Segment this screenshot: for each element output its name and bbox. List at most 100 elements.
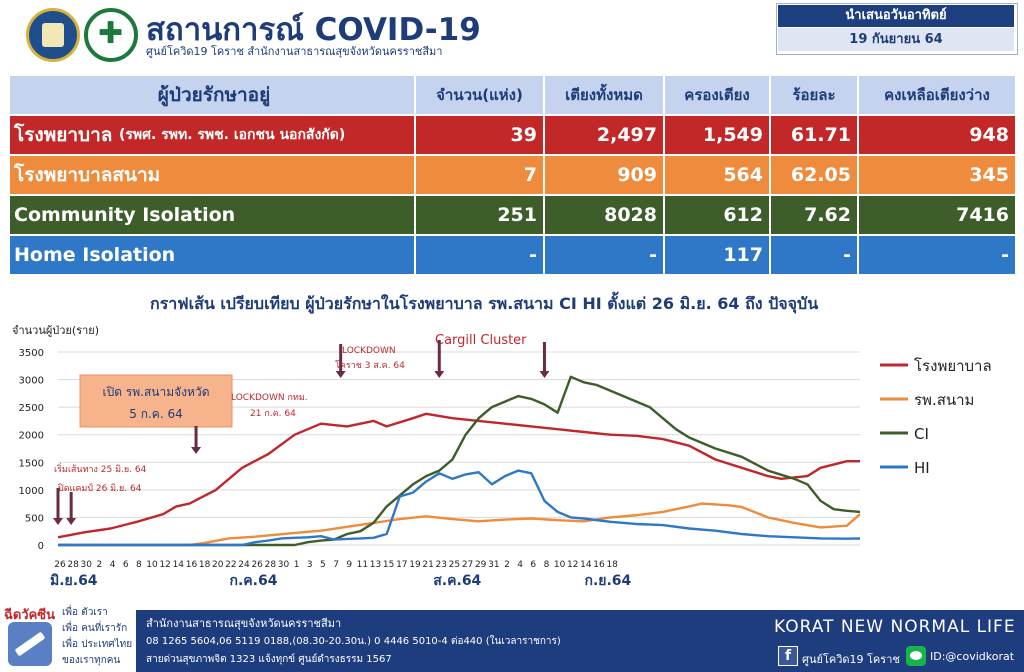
legend-label: โรงพยาบาล [914,357,992,375]
row-remaining: 345 [859,156,1017,194]
event-arrow [191,426,202,454]
month-label: ส.ค.64 [433,573,481,589]
x-tick-label: 16 [186,560,198,570]
table-header-row: ผู้ป่วยรักษาอยู่ จำนวน(แห่ง) เตียงทั้งหม… [10,76,1017,114]
legend-label: รพ.สนาม [914,391,974,409]
facebook-page-link[interactable]: ศูนย์โควิด19 โคราช [802,653,900,666]
x-tick-label: 15 [383,560,394,570]
column-header-occupied: ครองเตียง [665,76,771,114]
chart-annotations: เปิด รพ.สนามจังหวัด 5 ก.ค. 64 LOCKDOWN กทม… [53,333,550,525]
annotation-label: LOCKDOWN [342,346,396,356]
y-tick-label: 2000 [19,431,44,442]
row-name: Community Isolation [10,196,416,234]
x-tick-label: 27 [462,560,473,570]
event-arrow [335,344,346,378]
event-arrow-head [191,447,202,454]
row-occupied: 564 [665,156,771,194]
slogan: KORAT NEW NORMAL LIFE [774,617,1016,637]
report-date: 19 กันยายน 64 [778,28,1014,51]
row-count: 7 [416,156,545,194]
chart-title: กราฟเส้น เปรียบเทียบ ผู้ป่วยรักษาในโรงพย… [150,294,819,313]
row-name-text: โรงพยาบาล [14,124,113,146]
y-tick-label: 2500 [19,403,44,414]
x-tick-label: 23 [436,560,447,570]
event-arrow-head [53,518,63,525]
page-title: สถานการณ์ COVID-19 [146,12,481,48]
page-subtitle: ศูนย์โควิด19 โคราช สำนักงานสาธารณสุขจังห… [146,45,443,58]
series-line-0 [57,412,860,539]
row-beds: 909 [545,156,665,194]
x-tick-label: 13 [370,560,381,570]
x-tick-label: 17 [396,560,407,570]
annotation-label: ปิดแคมป์ 26 มิ.ย. 64 [58,482,142,494]
x-tick-label: 8 [136,560,142,570]
row-name: โรงพยาบาล (รพศ. รพท. รพช. เอกชน นอกสังกั… [10,116,416,154]
y-tick-label: 3000 [19,376,44,387]
table-row: Home Isolation - - 117 - - [10,236,1017,274]
x-tick-label: 14 [173,560,185,570]
event-arrow-head [66,518,77,525]
x-tick-label: 22 [225,560,236,570]
row-percent: - [771,236,859,274]
row-beds: - [545,236,665,274]
row-remaining: - [859,236,1017,274]
footer-bar [0,610,1024,672]
line-id-link[interactable]: ID:@covidkorat [930,650,1015,663]
column-header-percent: ร้อยละ [771,76,859,114]
x-tick-label: 18 [199,560,211,570]
x-tick-label: 9 [346,560,352,570]
vaccine-line: เพื่อ คนที่เรารัก [62,623,128,634]
annotation-label: เปิด รพ.สนามจังหวัด [102,385,209,399]
row-percent: 62.05 [771,156,859,194]
x-tick-label: 2 [97,560,103,570]
x-tick-label: 6 [530,560,536,570]
x-tick-label: 5 [320,560,326,570]
x-tick-label: 28 [265,560,277,570]
series-line-3 [58,469,861,547]
x-axis-ticks: 26 28 30 2 4 6 8 10 12 14 16 18 20 22 24 26 28 30 1 3 5 7 9 11 1… [54,560,618,570]
y-axis-ticks: 0 500 1000 1500 2000 2500 3000 3500 [19,348,44,552]
x-tick-label: 19 [409,560,421,570]
column-header-remaining: คงเหลือเตียงว่าง [859,76,1017,114]
line-app-icon[interactable] [906,646,926,666]
syringe-icon [8,622,52,666]
y-tick-label: 1000 [19,486,44,497]
provincial-seal-logo [26,8,80,62]
vaccine-line: เพื่อ ตัวเรา [62,607,108,618]
x-tick-label: 2 [504,560,510,570]
legend-label: CI [914,425,929,443]
legend-label: HI [914,459,930,477]
x-tick-label: 6 [123,560,129,570]
row-remaining: 948 [859,116,1017,154]
x-tick-label: 18 [606,560,618,570]
x-tick-label: 3 [307,560,313,570]
event-arrow-head [434,371,445,378]
vaccine-line: ของเราทุกคน [62,655,121,666]
annotation-label: เริ่มเส้นทาง 25 มิ.ย. 64 [54,462,147,475]
x-tick-label: 30 [81,560,93,570]
x-tick-label: 10 [146,560,158,570]
x-tick-label: 12 [159,560,170,570]
x-tick-label: 25 [449,560,460,570]
month-label: ก.ย.64 [584,573,631,589]
row-name: Home Isolation [10,236,416,274]
series-line-2 [58,375,861,547]
x-tick-label: 14 [580,560,592,570]
x-tick-label: 29 [475,560,487,570]
y-tick-label: 1500 [19,458,44,469]
x-tick-label: 24 [238,560,250,570]
facebook-icon[interactable]: f [778,646,798,666]
y-axis-label: จำนวนผู้ป่วย(ราย) [12,324,100,337]
table-row: โรงพยาบาล (รพศ. รพท. รพช. เอกชน นอกสังกั… [10,116,1017,154]
event-arrow [434,340,445,378]
annotation-box [79,374,233,428]
x-tick-label: 11 [357,560,368,570]
x-tick-label: 26 [54,560,66,570]
row-name: โรงพยาบาลสนาม [10,156,416,194]
column-header-patients: ผู้ป่วยรักษาอยู่ [10,76,416,114]
x-tick-label: 10 [554,560,566,570]
annotation-label: 5 ก.ค. 64 [129,407,182,421]
month-labels: มิ.ย.64 ก.ค.64 ส.ค.64 ก.ย.64 [50,573,632,589]
annotation-label: Cargill Cluster [435,333,527,348]
